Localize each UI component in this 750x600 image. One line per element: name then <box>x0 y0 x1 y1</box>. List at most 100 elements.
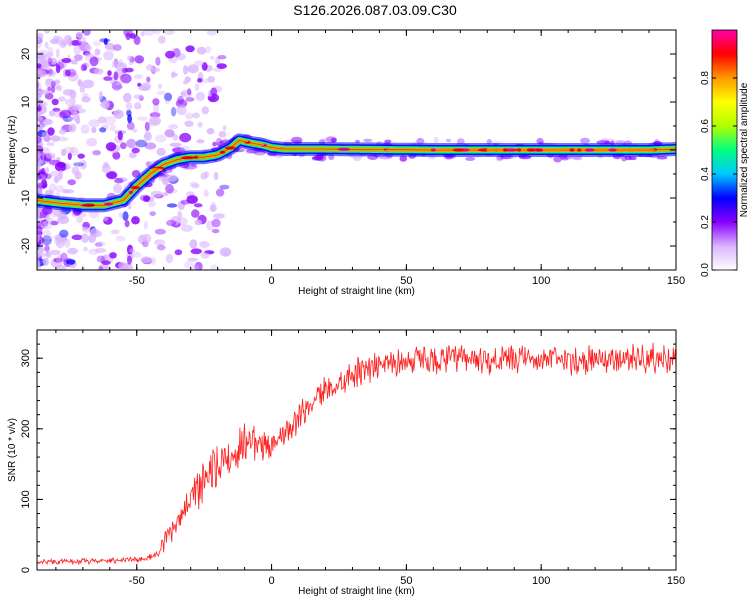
noise-blob <box>157 83 163 90</box>
noise-blob <box>106 171 118 180</box>
colorbar-tick-label: 0.2 <box>700 215 711 229</box>
noise-blob <box>100 267 111 270</box>
noise-blob <box>37 174 42 181</box>
noise-blob <box>215 137 223 147</box>
noise-blob <box>79 84 86 93</box>
noise-blob <box>50 135 61 142</box>
noise-blob <box>52 107 61 112</box>
noise-blob <box>110 229 120 235</box>
noise-blob <box>127 255 132 265</box>
noise-blob <box>185 112 194 120</box>
noise-blob <box>43 173 52 180</box>
noise-blob <box>111 84 124 90</box>
noise-blob <box>155 134 166 143</box>
noise-blob <box>184 76 191 83</box>
noise-blob <box>77 153 85 159</box>
noise-blob <box>363 138 373 143</box>
noise-blob <box>112 151 121 160</box>
noise-blob <box>191 264 200 270</box>
noise-blob <box>135 139 147 148</box>
x-tick-label: 50 <box>400 575 412 587</box>
noise-blob <box>80 64 87 72</box>
noise-blob <box>84 44 92 52</box>
x-axis-label: Height of straight line (km) <box>298 286 415 297</box>
noise-blob <box>446 138 451 143</box>
noise-blob <box>144 130 151 141</box>
noise-blob <box>200 172 208 180</box>
noise-blob <box>37 124 43 131</box>
noise-blob <box>37 39 43 48</box>
noise-blob <box>39 52 46 61</box>
noise-blob <box>169 142 182 147</box>
noise-blob <box>184 164 198 170</box>
noise-blob <box>118 212 124 218</box>
noise-blob <box>140 256 153 264</box>
noise-blob <box>43 235 53 240</box>
noise-blob <box>88 119 100 128</box>
noise-blob <box>56 254 64 264</box>
noise-blob <box>176 105 187 116</box>
noise-blob <box>290 136 303 144</box>
noise-blob <box>162 177 170 186</box>
noise-blob <box>43 257 49 266</box>
noise-blob <box>66 259 76 265</box>
noise-blob <box>144 142 157 150</box>
x-tick-label: 0 <box>269 275 275 287</box>
noise-blob <box>41 132 48 138</box>
noise-blob <box>149 116 161 126</box>
noise-blob <box>125 102 133 111</box>
noise-blob <box>41 220 53 225</box>
y-tick-label: -20 <box>20 238 32 254</box>
noise-blob <box>56 61 65 70</box>
noise-blob <box>57 215 70 225</box>
noise-blob <box>44 167 49 174</box>
noise-blob <box>186 195 198 204</box>
noise-blob <box>149 119 160 127</box>
noise-blob <box>628 156 637 161</box>
colorbar-tick-label: 0.8 <box>700 71 711 85</box>
noise-blob <box>37 88 44 94</box>
noise-blob <box>196 46 207 55</box>
noise-blob <box>185 97 195 102</box>
noise-blob <box>82 79 95 89</box>
y-tick-label: -10 <box>20 190 32 206</box>
noise-blob <box>98 91 103 101</box>
noise-blob <box>113 109 124 119</box>
noise-blob <box>143 195 150 202</box>
noise-blob <box>128 152 137 159</box>
y-tick-label: 20 <box>20 48 32 60</box>
noise-blob <box>55 48 60 58</box>
noise-blob <box>137 116 148 121</box>
noise-blob <box>75 31 83 38</box>
noise-blob <box>37 83 40 92</box>
noise-blob <box>182 65 189 75</box>
x-tick-label: -50 <box>129 575 145 587</box>
noise-blob <box>209 55 215 60</box>
noise-blob <box>184 120 194 127</box>
noise-blob <box>218 130 227 138</box>
noise-blob <box>48 110 55 117</box>
noise-blob <box>39 244 44 254</box>
noise-blob <box>60 252 68 262</box>
noise-blob <box>38 174 46 181</box>
colorbar-tick-label: 0.4 <box>700 167 711 181</box>
noise-blob <box>105 142 117 152</box>
noise-blob <box>189 239 198 249</box>
noise-blob <box>104 115 116 126</box>
noise-blob <box>56 174 62 181</box>
noise-blob <box>213 171 219 181</box>
y-tick-label: 100 <box>20 490 32 508</box>
noise-blob <box>355 139 360 144</box>
noise-blob <box>189 181 199 188</box>
noise-blob <box>37 63 42 69</box>
noise-blob <box>177 200 185 210</box>
noise-blob <box>44 223 53 230</box>
noise-blob <box>67 37 73 47</box>
noise-blob <box>97 241 106 246</box>
noise-blob <box>172 147 185 153</box>
noise-blob <box>199 241 210 248</box>
noise-blob <box>196 139 205 144</box>
noise-blob <box>79 213 87 218</box>
noise-blob <box>180 199 190 205</box>
noise-blob <box>83 246 88 252</box>
